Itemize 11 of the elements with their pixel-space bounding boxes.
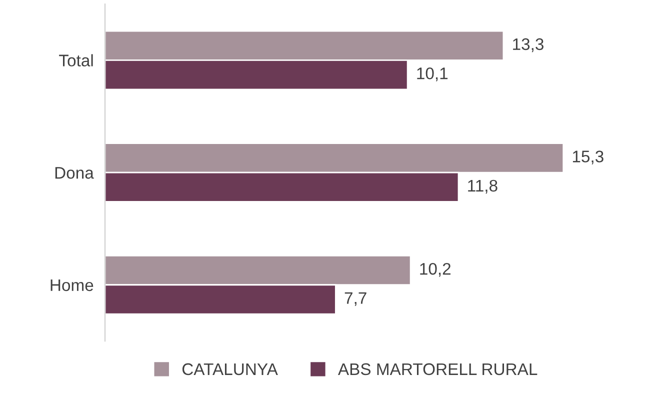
legend-label: CATALUNYA bbox=[182, 363, 278, 376]
data-label: 10,1 bbox=[417, 68, 448, 82]
legend-label: ABS MARTORELL RURAL bbox=[338, 363, 538, 376]
y-tick-label: Dona bbox=[55, 167, 94, 179]
data-label: 7,7 bbox=[344, 292, 366, 306]
y-tick-label: Home bbox=[50, 279, 94, 292]
data-label: 11,8 bbox=[468, 180, 498, 194]
y-tick-label: Total bbox=[59, 54, 93, 66]
data-label: 13,3 bbox=[513, 38, 544, 52]
data-label: 10,2 bbox=[420, 262, 451, 277]
data-label: 15,3 bbox=[572, 150, 604, 164]
